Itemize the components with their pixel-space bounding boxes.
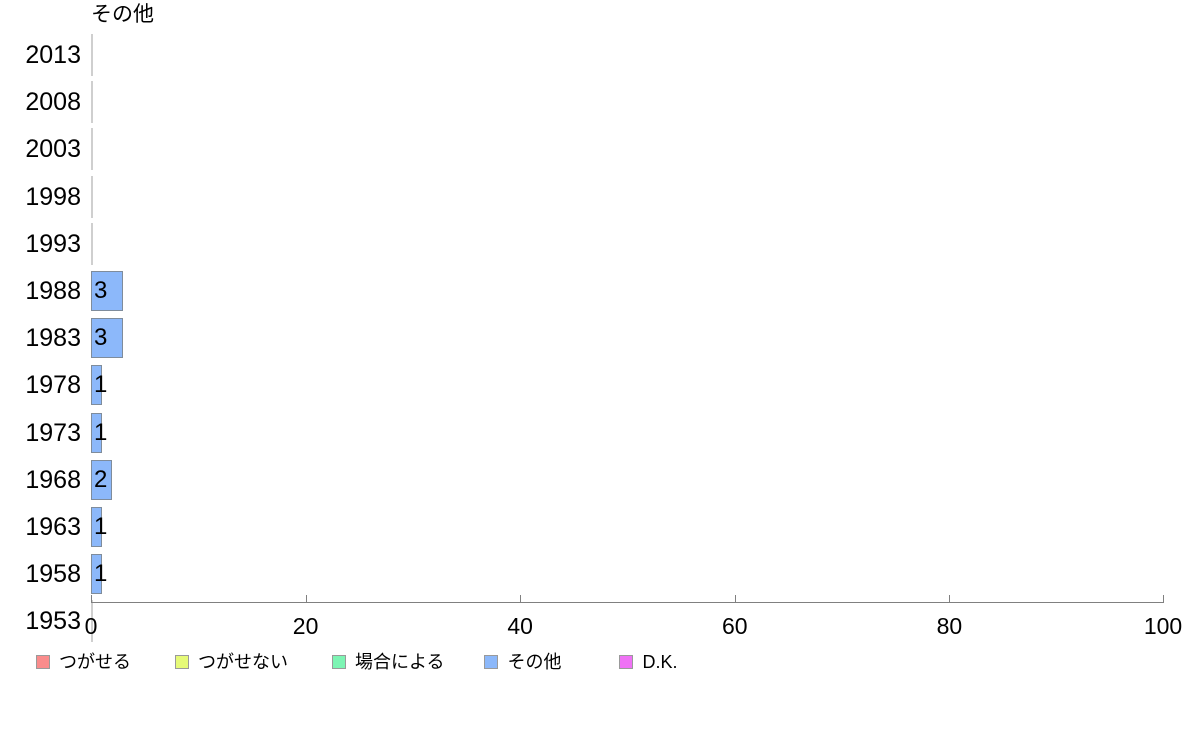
x-axis-tick-label: 40 [507, 613, 533, 639]
bar-zero-marker[interactable] [91, 175, 93, 218]
legend-item[interactable]: つがせる [36, 652, 131, 672]
y-axis-tick-label: 1978 [25, 371, 81, 400]
bar-row: 1993 [25, 222, 1164, 266]
bar-value-label: 1 [94, 371, 108, 399]
x-axis-tick-label: 60 [722, 613, 748, 639]
legend-label: 場合による [355, 652, 445, 672]
x-axis-tick [734, 595, 736, 603]
legend-color-swatch [484, 655, 499, 669]
legend-color-swatch [36, 655, 50, 669]
y-axis-tick-label: 1958 [25, 560, 81, 589]
y-axis-tick-label: 2008 [25, 88, 81, 117]
x-axis-tick [1163, 595, 1164, 603]
legend-label: つがせない [198, 652, 288, 672]
y-axis-tick-label: 1963 [25, 513, 81, 541]
x-axis-tick-label: 100 [1143, 613, 1183, 639]
x-axis-tick [949, 595, 951, 603]
legend-label: つがせる [59, 652, 131, 672]
bar-zero-marker[interactable] [91, 34, 93, 76]
bar-value-label: 1 [94, 418, 108, 446]
legend-color-swatch [332, 655, 346, 669]
bar-row: 1978 1 [25, 363, 1164, 407]
bar[interactable]: 1 [91, 412, 107, 453]
bar-value-label: 1 [94, 513, 108, 540]
y-axis-tick-label: 1998 [25, 182, 81, 211]
chart-title: その他 [91, 3, 154, 26]
bar-zero-marker[interactable] [91, 128, 93, 171]
legend-item[interactable]: 場合による [332, 652, 444, 672]
legend-color-swatch [175, 655, 189, 669]
chart-legend: つがせる つがせない 場合による その他 D.K. [36, 650, 677, 674]
bar-value-label: 1 [94, 560, 108, 588]
y-axis-tick-label: 1953 [25, 607, 81, 636]
bar-row: 1953 [25, 599, 1164, 643]
y-axis-tick-label: 1983 [25, 324, 81, 353]
bar-zero-marker[interactable] [91, 81, 93, 124]
x-axis-tick-label: 0 [84, 613, 98, 639]
bar-row: 1958 1 [25, 552, 1164, 596]
bar-row: 1983 3 [25, 316, 1164, 360]
bar[interactable]: 1 [91, 365, 107, 406]
x-axis-tick [520, 595, 522, 603]
x-axis: 0 20 40 60 80 100 [85, 595, 1182, 639]
plot-area: 2013 2008 2003 1998 1993 1988 3 1983 3 1978 1 1973 1… [25, 33, 1164, 643]
legend-label: D.K. [642, 652, 678, 672]
bar-zero-marker[interactable] [91, 600, 93, 643]
y-axis-tick-label: 1988 [25, 277, 81, 305]
y-axis-tick-label: 1973 [25, 418, 81, 447]
bar-value-label: 3 [94, 324, 108, 352]
bar-zero-marker[interactable] [91, 222, 93, 265]
y-axis-tick-label: 2003 [25, 135, 81, 164]
bar-row: 2013 [25, 33, 1164, 77]
legend-item[interactable]: D.K. [619, 652, 677, 672]
bar[interactable]: 3 [91, 271, 124, 311]
y-axis-tick-label: 1993 [25, 229, 81, 258]
bar-row: 1998 [25, 175, 1164, 219]
bar-row: 1968 2 [25, 458, 1164, 502]
legend-item[interactable]: その他 [484, 652, 561, 672]
bar[interactable]: 2 [91, 459, 113, 500]
legend-color-swatch [619, 655, 634, 669]
bar-row: 1973 1 [25, 411, 1164, 455]
bar[interactable]: 1 [91, 507, 107, 547]
bar-value-label: 2 [94, 465, 108, 493]
bar-row: 1988 3 [25, 269, 1164, 313]
legend-label: その他 [507, 652, 562, 672]
bar[interactable]: 1 [91, 554, 107, 595]
bar-row: 2008 [25, 80, 1164, 124]
x-axis-tick-label: 80 [936, 613, 963, 639]
x-axis-tick [91, 595, 92, 603]
x-axis-tick [305, 595, 307, 603]
bar-row: 2003 [25, 127, 1164, 171]
bar[interactable]: 3 [91, 318, 124, 359]
y-axis-tick-label: 2013 [25, 41, 81, 69]
y-axis-tick-label: 1968 [25, 465, 81, 494]
bar-row: 1963 1 [25, 505, 1164, 549]
legend-item[interactable]: つがせない [175, 652, 288, 672]
x-axis-tick-label: 20 [292, 613, 319, 639]
bar-value-label: 3 [94, 277, 108, 304]
